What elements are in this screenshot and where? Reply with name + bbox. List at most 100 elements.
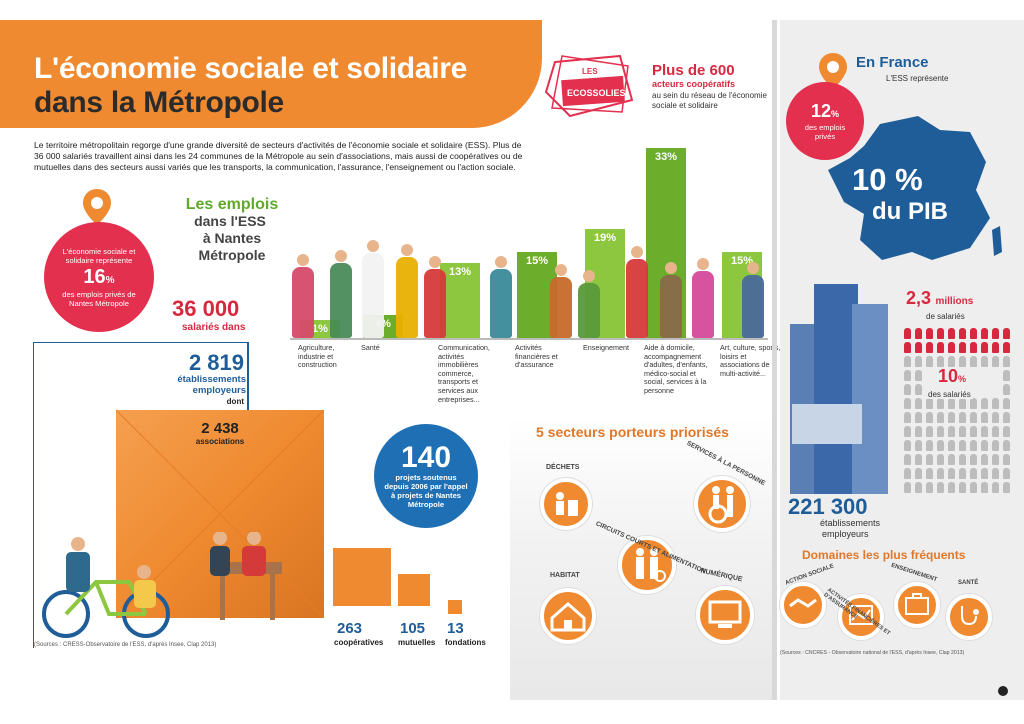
person-pictogram-icon <box>981 454 988 465</box>
france-etab-label1: établissements <box>820 518 881 528</box>
person-pictogram-icon <box>1003 468 1010 479</box>
fond-count: 13 <box>447 620 464 637</box>
briefcase-icon <box>905 593 929 615</box>
france-pib-value: 10 % <box>852 162 923 197</box>
person-pictogram-icon <box>915 454 922 465</box>
person-pictogram-icon <box>915 440 922 451</box>
person-pictogram-icon <box>904 356 911 367</box>
person-pictogram-icon <box>981 482 988 493</box>
person-pictogram-icon <box>904 398 911 409</box>
person-pictogram-icon <box>981 468 988 479</box>
person-head <box>401 244 413 256</box>
person-pictogram-icon <box>915 482 922 493</box>
person-pictogram-icon <box>1003 412 1010 423</box>
assoc-label: associations <box>195 437 245 446</box>
person-body <box>578 283 600 338</box>
recycling-bin-icon <box>556 492 578 516</box>
person-pictogram-icon <box>992 468 999 479</box>
salaries-value: 2,3 <box>906 288 932 308</box>
services-personne-circle <box>694 476 750 532</box>
person-pictogram-icon <box>981 412 988 423</box>
emplois-count: 36 000 <box>172 296 240 321</box>
etab-block: 2 819 établissements employeurs dont <box>134 352 246 407</box>
sector-bar: 13% <box>440 263 480 338</box>
person-pictogram-icon <box>992 412 999 423</box>
person-pictogram-icon <box>948 398 955 409</box>
person-pictogram-icon <box>948 468 955 479</box>
person-pictogram-icon <box>1003 454 1010 465</box>
person-body <box>660 275 682 338</box>
person-pictogram-icon <box>1003 370 1010 381</box>
person-pictogram-icon <box>981 440 988 451</box>
share-unit: % <box>958 374 967 384</box>
person-pictogram-icon <box>959 482 966 493</box>
emplois-title1: Les emplois <box>185 196 279 213</box>
person-pictogram-icon <box>926 342 933 353</box>
person-pictogram-icon <box>915 426 922 437</box>
person-pictogram-icon <box>926 328 933 339</box>
france-title: En France <box>856 54 929 71</box>
person-pictogram-icon <box>959 426 966 437</box>
computer-icon <box>708 600 742 628</box>
person-pictogram-icon <box>970 468 977 479</box>
person-pictogram-icon <box>904 328 911 339</box>
intro-text: Le territoire métropolitain regorge d'un… <box>34 140 523 172</box>
person-pictogram-icon <box>948 482 955 493</box>
coop-label: coopératives <box>334 638 384 647</box>
person-body <box>424 269 446 338</box>
sector-label: Enseignement <box>583 343 629 352</box>
france-sub: L'ESS représente <box>886 74 949 83</box>
person-pictogram-icon <box>948 356 955 367</box>
projets-circle: 140 projets soutenus depuis 2006 par l'a… <box>374 424 478 528</box>
person-pictogram-icon <box>948 342 955 353</box>
bar-baseline <box>290 338 768 340</box>
etab-label: établissements employeurs <box>177 374 246 396</box>
person-pictogram-icon <box>959 440 966 451</box>
wheelchair-icon <box>708 486 734 524</box>
etab-frame <box>33 342 248 648</box>
title-line-1: L'économie sociale et solidaire <box>34 52 467 85</box>
fond-label: fondations <box>445 638 486 647</box>
person-head <box>697 258 709 270</box>
person-pictogram-icon <box>970 440 977 451</box>
fondations-square <box>448 600 462 614</box>
person-pictogram-icon <box>915 468 922 479</box>
sector-pct: 19% <box>593 232 617 244</box>
emplois-title2: dans l'ESS <box>194 213 266 229</box>
person-head <box>367 240 379 252</box>
house-icon <box>550 602 586 632</box>
person-head <box>583 270 595 282</box>
person-pictogram-icon <box>970 454 977 465</box>
person-body <box>292 267 314 338</box>
person-body <box>742 275 764 338</box>
farmer-icon <box>636 548 666 582</box>
emplois-title4: Métropole <box>198 247 266 263</box>
person-pictogram-icon <box>1003 398 1010 409</box>
person-pictogram-icon <box>937 440 944 451</box>
emplois-block: Les emplois dans l'ESS à Nantes Métropol… <box>172 196 292 264</box>
person-pictogram-icon <box>937 482 944 493</box>
ecossolies-block: Plus de 600 acteurs coopératifs au sein … <box>652 62 767 111</box>
person-head <box>495 256 507 268</box>
person-pictogram-icon <box>926 398 933 409</box>
person-pictogram-icon <box>915 370 922 381</box>
page-title: L'économie sociale et solidaire dans la … <box>34 52 467 120</box>
france-pct-value: 12 <box>810 100 831 121</box>
ecossolies-logo-les: LES <box>582 67 598 76</box>
emplois-title3: à Nantes <box>202 230 262 246</box>
person-body <box>330 263 352 338</box>
person-pictogram-icon <box>970 412 977 423</box>
workers-bike-illustration <box>42 532 282 638</box>
person-pictogram-icon <box>959 328 966 339</box>
sector-label: Activités financières et d'assurance <box>515 343 558 370</box>
assoc-count: 2 438 <box>201 420 239 437</box>
person-pictogram-icon <box>992 328 999 339</box>
person-pictogram-icon <box>981 328 988 339</box>
person-pictogram-icon <box>1003 440 1010 451</box>
person-pictogram-icon <box>937 398 944 409</box>
person-pictogram-icon <box>992 356 999 367</box>
metro-share-value: 16 <box>83 265 106 288</box>
person-head <box>631 246 643 258</box>
etab-dont: dont <box>226 397 244 406</box>
person-pictogram-icon <box>970 328 977 339</box>
